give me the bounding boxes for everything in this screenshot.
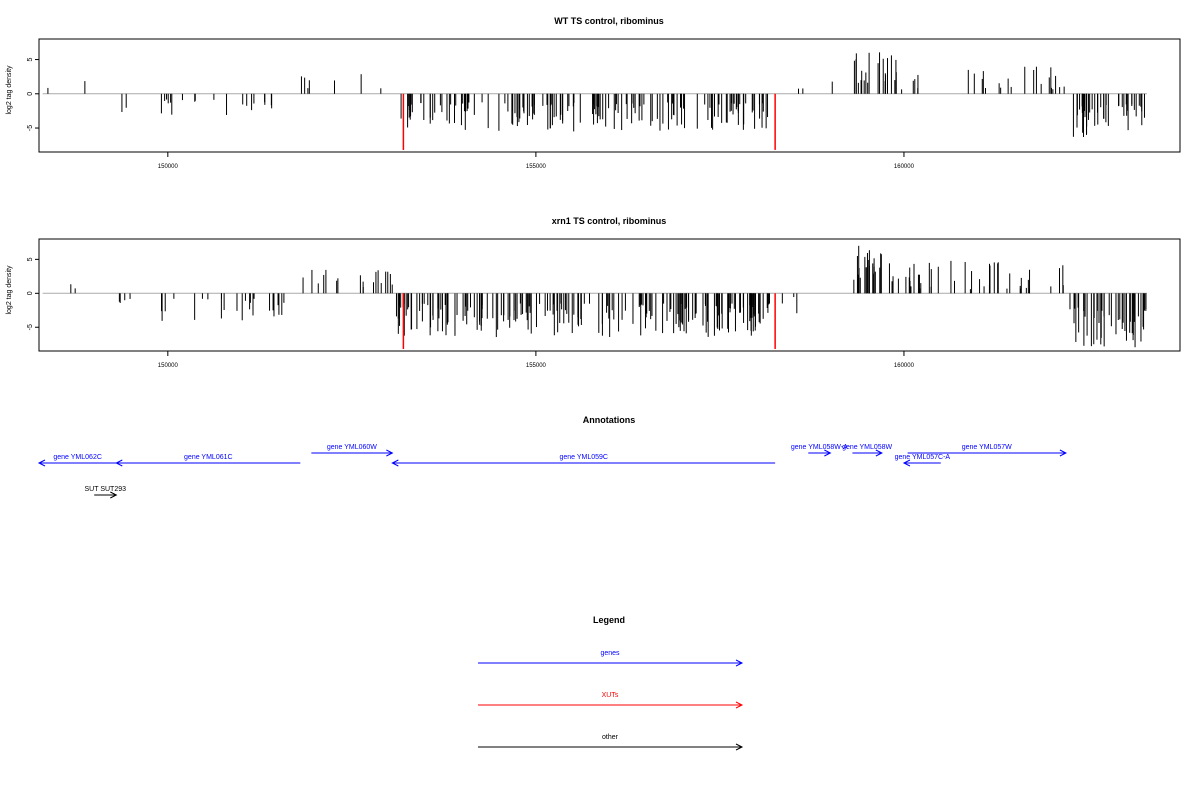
wt-x-tick-label: 150000	[158, 164, 179, 170]
xrn1-y-tick-label: 0	[27, 291, 34, 295]
annotation-arrowhead	[110, 491, 118, 499]
xrn1-x-tick-label: 155000	[526, 363, 547, 369]
xrn1-y-tick-label-group: 0	[27, 291, 34, 295]
annotation-label: gene YML062C	[53, 454, 102, 461]
xrn1-y-tick-label-group: 5	[27, 257, 34, 261]
wt-y-tick-label-group: -5	[27, 125, 34, 131]
xrn1-y-tick-label: 5	[27, 257, 34, 261]
legend-title: Legend	[593, 615, 625, 625]
wt-plot-area: -5 0 5 150000 155000 160000	[27, 52, 1147, 170]
annotation-features: gene YML062C gene YML061C gene YML060W gene…	[37, 444, 1068, 499]
wt-track-title: WT TS control, ribominus	[554, 16, 664, 26]
xrn1-track-ylabel: log2 tag density	[6, 265, 13, 315]
annotations-panel: Annotations gene YML062C gene YML061Cgene…	[37, 415, 1068, 499]
xrn1-y-tick-label: -5	[27, 324, 34, 330]
annotation-label: gene YML058W	[842, 444, 892, 451]
annotation-label: gene YML060W	[327, 444, 377, 451]
annotation-label: SUT SUT293	[85, 486, 127, 493]
annotation-arrowhead	[115, 459, 123, 467]
annotation-arrowhead	[391, 459, 399, 467]
annotation-gene: gene YML057C-A	[895, 454, 951, 467]
annotation-gene: gene YML061C	[115, 454, 301, 467]
wt-bars	[47, 52, 1145, 137]
xrn1-y-tick-label-group: -5	[27, 324, 34, 330]
xrn1-bars	[70, 245, 1147, 348]
legend-item-gene: genes	[478, 650, 744, 667]
legend-panel: Legend genes XUTs other	[478, 615, 744, 751]
xrn1-track-panel: xrn1 TS control, ribominus log2 tag dens…	[6, 216, 1181, 369]
annotation-gene: gene YML060W	[311, 444, 394, 457]
annotations-title: Annotations	[583, 415, 636, 425]
annotation-arrowhead	[386, 449, 394, 457]
wt-x-tick-label: 160000	[894, 164, 915, 170]
annotation-gene: gene YML057W	[907, 444, 1068, 457]
annotation-arrowhead	[37, 459, 46, 467]
wt-y-tick-label-group: 5	[27, 57, 34, 61]
legend-arrowhead	[735, 701, 744, 709]
annotation-label: gene YML058W-A	[791, 444, 848, 451]
wt-y-tick-label-group: 0	[27, 92, 34, 96]
legend-item-other: other	[478, 734, 744, 751]
legend-item-xut: XUTs	[478, 692, 744, 709]
annotation-arrowhead	[824, 449, 832, 457]
wt-x-tick-label: 155000	[526, 164, 547, 170]
legend-arrowhead	[735, 743, 744, 751]
legend-label: XUTs	[602, 692, 619, 699]
annotation-label: gene YML057C-A	[895, 454, 951, 461]
xrn1-track-title: xrn1 TS control, ribominus	[552, 216, 667, 226]
wt-y-tick-label: 0	[27, 92, 34, 96]
xrn1-x-tick-label: 150000	[158, 363, 179, 369]
annotation-gene: gene YML058W	[842, 444, 893, 457]
wt-y-tick-label: 5	[27, 57, 34, 61]
xrn1-plot-frame	[38, 238, 1181, 352]
legend-items: genes XUTs other	[478, 650, 744, 751]
annotation-label: gene YML057W	[962, 444, 1012, 451]
annotation-gene: gene YML062C	[37, 454, 117, 467]
wt-x-axis: 150000 155000 160000	[158, 152, 915, 170]
annotation-label: gene YML059C	[559, 454, 608, 461]
wt-y-axis: -5 0 5	[27, 57, 40, 131]
annotation-arrowhead	[875, 449, 883, 457]
xrn1-x-axis: 150000 155000 160000	[158, 351, 915, 369]
annotation-arrowhead	[902, 459, 911, 467]
legend-label: genes	[600, 650, 620, 657]
wt-plot-frame	[38, 38, 1181, 153]
xrn1-x-tick-label: 160000	[894, 363, 915, 369]
annotation-label: gene YML061C	[184, 454, 233, 461]
annotation-arrowhead	[1059, 449, 1068, 457]
wt-track-panel: WT TS control, ribominus log2 tag densit…	[6, 16, 1181, 170]
annotation-gene: gene YML058W-A	[791, 444, 848, 457]
legend-label: other	[602, 734, 619, 741]
annotation-other: SUT SUT293	[85, 486, 127, 499]
legend-arrowhead	[735, 659, 744, 667]
xrn1-y-axis: -5 0 5	[27, 257, 40, 330]
annotation-gene: gene YML059C	[391, 454, 776, 467]
wt-y-tick-label: -5	[27, 125, 34, 131]
xrn1-plot-area: -5 0 5 150000 155000 160000	[27, 245, 1147, 369]
wt-track-ylabel: log2 tag density	[6, 65, 13, 115]
